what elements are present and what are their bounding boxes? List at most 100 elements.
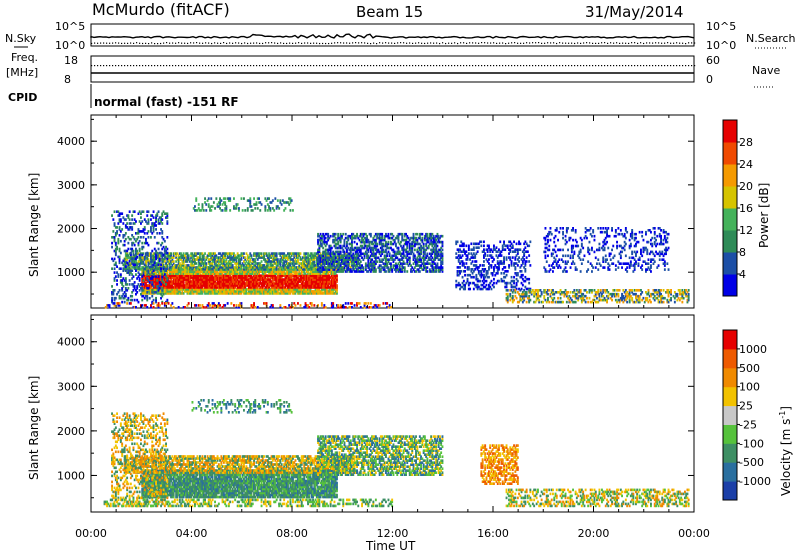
freq-unit: [MHz] — [6, 66, 38, 79]
range-gate-cell — [233, 274, 235, 277]
range-gate-cell — [435, 256, 438, 260]
range-gate-cell — [167, 254, 170, 257]
range-gate-cell — [332, 288, 335, 291]
range-gate-cell — [182, 278, 185, 281]
range-gate-cell — [297, 260, 299, 263]
range-gate-cell — [312, 266, 314, 270]
range-gate-cell — [177, 284, 180, 287]
range-gate-cell — [338, 246, 341, 250]
range-gate-cell — [166, 292, 169, 295]
range-gate-cell — [333, 254, 336, 257]
range-gate-cell — [224, 252, 227, 255]
range-gate-cell — [230, 282, 233, 285]
range-gate-cell — [337, 234, 340, 238]
range-gate-cell — [377, 256, 380, 260]
range-gate-cell — [302, 262, 304, 265]
range-gate-cell — [205, 284, 208, 287]
nsearch-point — [190, 42, 192, 44]
range-gate-cell — [309, 292, 312, 295]
range-gate-cell — [244, 278, 247, 281]
range-gate-cell — [336, 276, 338, 279]
range-gate-cell — [401, 238, 404, 242]
nsearch-point — [670, 42, 672, 44]
range-gate-cell — [315, 258, 318, 261]
range-gate-cell — [240, 284, 243, 287]
range-gate-cell — [118, 296, 121, 300]
range-gate-cell — [148, 262, 151, 265]
range-gate-cell — [180, 268, 183, 271]
range-gate-cell — [240, 268, 243, 271]
range-gate-cell — [408, 258, 411, 261]
range-gate-cell — [439, 236, 441, 240]
range-gate-cell — [398, 258, 401, 261]
range-gate-cell — [287, 262, 289, 265]
range-gate-cell — [294, 290, 297, 293]
range-gate-cell — [324, 282, 327, 285]
range-gate-cell — [402, 252, 405, 256]
range-gate-cell — [387, 266, 390, 269]
range-gate-cell — [196, 270, 199, 273]
range-gate-cell — [315, 252, 318, 255]
range-gate-cell — [283, 272, 286, 275]
range-gate-cell — [205, 278, 208, 281]
range-gate-cell — [199, 274, 201, 277]
range-gate-cell — [121, 287, 124, 290]
range-gate-cell — [302, 260, 304, 263]
range-gate-cell — [401, 266, 404, 269]
range-gate-cell — [166, 274, 169, 277]
range-gate-cell — [145, 286, 147, 289]
range-gate-cell — [219, 290, 221, 293]
range-gate-cell — [175, 270, 178, 273]
range-gate-cell — [298, 272, 301, 275]
range-gate-cell — [354, 266, 357, 269]
range-gate-cell — [219, 260, 221, 263]
range-gate-cell — [332, 270, 335, 273]
range-gate-cell — [434, 236, 436, 240]
range-gate-cell — [266, 266, 269, 270]
range-gate-cell — [177, 270, 180, 273]
range-gate-cell — [325, 280, 328, 283]
nsearch-point — [535, 42, 537, 44]
range-gate-cell — [119, 281, 122, 284]
range-gate-cell — [372, 270, 375, 273]
nsearch-point — [244, 42, 246, 44]
range-gate-cell — [171, 282, 174, 285]
range-gate-cell — [269, 274, 272, 277]
range-gate-cell — [160, 278, 162, 281]
range-gate-cell — [117, 239, 120, 243]
range-gate-cell — [285, 278, 288, 281]
range-gate-cell — [436, 262, 439, 265]
range-gate-cell — [364, 250, 367, 254]
range-gate-cell — [314, 288, 317, 291]
range-gate-cell — [333, 234, 336, 238]
range-gate-cell — [358, 258, 361, 261]
range-gate-cell — [185, 258, 188, 261]
range-gate-cell — [368, 266, 371, 269]
range-gate-cell — [214, 288, 216, 291]
range-gate-cell — [332, 258, 335, 261]
range-gate-cell — [416, 238, 419, 242]
nsearch-point — [655, 42, 657, 44]
range-gate-cell — [275, 290, 278, 293]
range-gate-cell — [400, 244, 402, 248]
range-gate-cell — [423, 248, 426, 252]
range-gate-cell — [324, 270, 327, 273]
range-gate-cell — [437, 268, 440, 271]
range-gate-cell — [407, 256, 410, 260]
range-gate-cell — [353, 256, 356, 259]
range-gate-cell — [184, 272, 186, 275]
range-gate-cell — [171, 280, 174, 283]
range-gate-cell — [147, 290, 150, 293]
range-gate-cell — [195, 262, 198, 265]
range-gate-cell — [152, 282, 155, 285]
range-gate-cell — [435, 266, 438, 269]
range-gate-cell — [194, 252, 196, 255]
range-gate-cell — [123, 291, 126, 294]
range-gate-cell — [186, 256, 189, 259]
range-gate-cell — [303, 276, 306, 279]
range-gate-cell — [176, 266, 179, 270]
range-gate-cell — [158, 256, 161, 259]
range-gate-cell — [290, 252, 293, 255]
nave-point — [460, 65, 462, 67]
range-gate-cell — [363, 242, 366, 246]
